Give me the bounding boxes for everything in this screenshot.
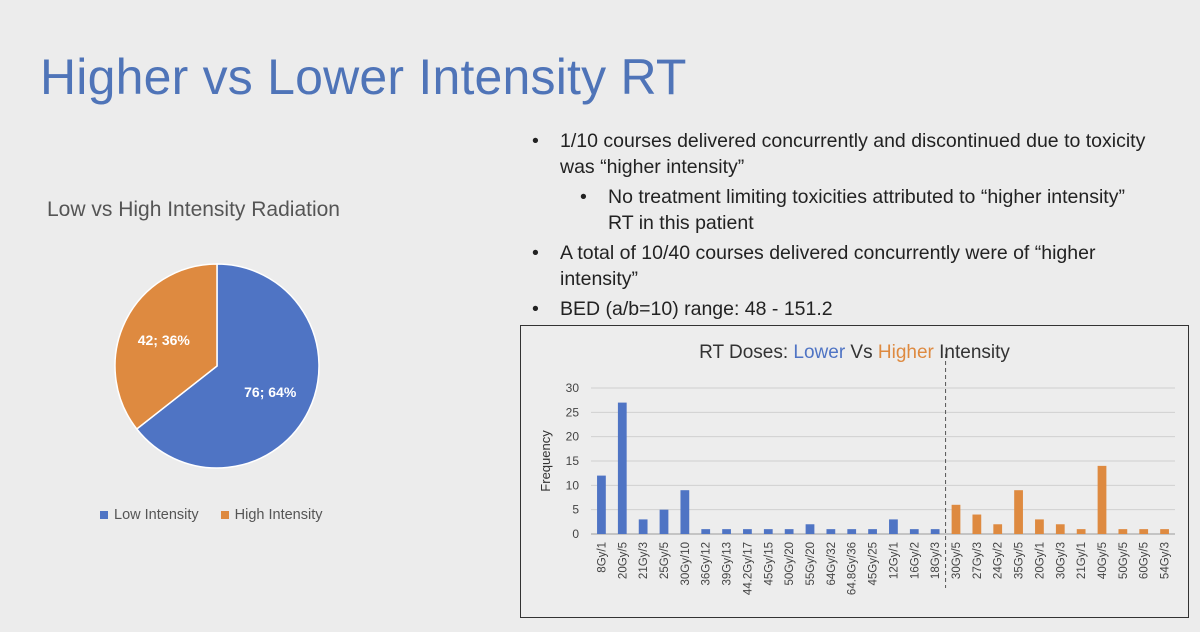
pie-chart-title: Low vs High Intensity Radiation: [47, 198, 340, 221]
x-tick-label: 64Gy/32: [826, 542, 838, 585]
legend-label-high: High Intensity: [234, 507, 323, 523]
bar: [847, 529, 857, 534]
bar: [1097, 465, 1107, 534]
x-tick-label: 21Gy/3: [638, 542, 650, 579]
x-tick-label: 30Gy/3: [1055, 542, 1067, 579]
pie-data-label: 76; 64%: [244, 384, 297, 400]
bullet-item: BED (a/b=10) range: 48 - 151.2: [532, 296, 1152, 322]
bar-chart: 0 5 10 15 20 25 30 Frequency 8Gy/1 20Gy/5 21Gy/3 25…: [538, 354, 1175, 595]
bar-title-suffix: Intensity: [933, 342, 1010, 363]
bar-title-higher: Higher: [877, 342, 934, 363]
x-tick-label: 20Gy/5: [617, 542, 629, 579]
x-tick-label: 20Gy/1: [1034, 542, 1046, 579]
bar-title-middle: Vs: [845, 342, 878, 363]
bullet-item: 1/10 courses delivered concurrently and …: [532, 128, 1152, 180]
bar-chart-frame: RT Doses: Lower Vs Higher Intensity 0 5 10…: [520, 325, 1189, 618]
x-tick-label: 21Gy/1: [1076, 542, 1088, 579]
bar: [659, 509, 669, 534]
x-tick-label: 36Gy/12: [701, 542, 713, 585]
x-tick-label: 30Gy/5: [951, 542, 963, 579]
bar: [763, 529, 773, 534]
bar: [680, 490, 690, 534]
x-tick-label: 60Gy/5: [1139, 542, 1151, 579]
x-tick-label: 44.2Gy/17: [742, 542, 754, 595]
y-tick-label: 30: [566, 381, 580, 395]
y-tick-label: 20: [566, 430, 580, 444]
bar: [1055, 524, 1065, 534]
y-tick-label: 0: [572, 527, 579, 541]
bar: [951, 504, 961, 534]
bar: [638, 519, 648, 534]
x-tick-label: 55Gy/20: [805, 542, 817, 585]
bar-title-lower: Lower: [793, 342, 846, 363]
y-tick-label: 15: [566, 454, 580, 468]
pie-data-label: 42; 36%: [138, 332, 191, 348]
bullet-list: 1/10 courses delivered concurrently and …: [532, 128, 1152, 326]
bar: [868, 529, 877, 534]
bar: [1160, 529, 1169, 534]
x-tick-label: 45Gy/15: [763, 542, 775, 585]
bar: [972, 514, 982, 534]
bullet-item: A total of 10/40 courses delivered concu…: [532, 240, 1152, 292]
bar: [784, 529, 794, 534]
legend-item-high: High Intensity: [220, 507, 323, 523]
bar: [993, 524, 1003, 534]
sub-bullet-item: No treatment limiting toxicities attribu…: [580, 184, 1152, 236]
legend-swatch-high: [220, 511, 229, 519]
bar-title-prefix: RT Doses:: [699, 342, 794, 363]
y-tick-label: 5: [572, 503, 579, 517]
bar: [909, 529, 919, 534]
bar: [1014, 490, 1023, 534]
slide-title: Higher vs Lower Intensity RT: [40, 49, 687, 105]
bar: [1035, 519, 1044, 534]
legend-swatch-low: [100, 511, 108, 519]
x-tick-label: 24Gy/2: [993, 542, 1005, 579]
bar: [617, 402, 627, 534]
y-tick-label: 10: [566, 478, 580, 492]
bar: [930, 529, 940, 534]
x-tick-label: 8Gy/1: [596, 542, 608, 573]
bar: [722, 529, 731, 534]
pie-slice-low: [135, 263, 320, 469]
bar: [889, 519, 898, 534]
bar: [1139, 529, 1149, 534]
x-tick-label: 45Gy/25: [868, 542, 880, 585]
bar: [597, 475, 606, 534]
x-tick-label: 39Gy/13: [722, 542, 734, 585]
bar: [1118, 529, 1128, 534]
pie-slice-high: [114, 263, 218, 431]
x-tick-label: 50Gy/20: [784, 542, 796, 585]
x-tick-label: 27Gy/3: [972, 542, 984, 579]
x-tick-label: 12Gy/1: [888, 542, 900, 579]
x-tick-label: 40Gy/5: [1097, 542, 1109, 579]
pie-chart: 76; 64% 42; 36%: [114, 263, 320, 469]
y-tick-label: 25: [566, 405, 580, 419]
bar: [826, 529, 836, 534]
x-tick-label: 64.8Gy/36: [847, 542, 859, 595]
legend-item-low: Low Intensity: [100, 507, 199, 523]
x-tick-label: 25Gy/5: [659, 542, 671, 579]
x-tick-label: 18Gy/3: [930, 542, 942, 579]
pie-legend: Low Intensity High Intensity: [100, 507, 323, 523]
legend-label-low: Low Intensity: [114, 507, 199, 523]
x-tick-label: 16Gy/2: [909, 542, 921, 579]
x-tick-label: 50Gy/5: [1118, 542, 1130, 579]
bar: [805, 524, 815, 534]
x-tick-label: 35Gy/5: [1014, 542, 1026, 579]
bar: [743, 529, 752, 534]
y-axis-label: Frequency: [538, 430, 553, 492]
bar: [1076, 529, 1086, 534]
bar: [701, 529, 711, 534]
x-tick-label: 54Gy/3: [1160, 542, 1172, 579]
bar-chart-title: RT Doses: Lower Vs Higher Intensity: [521, 342, 1188, 364]
x-tick-label: 30Gy/10: [680, 542, 692, 585]
